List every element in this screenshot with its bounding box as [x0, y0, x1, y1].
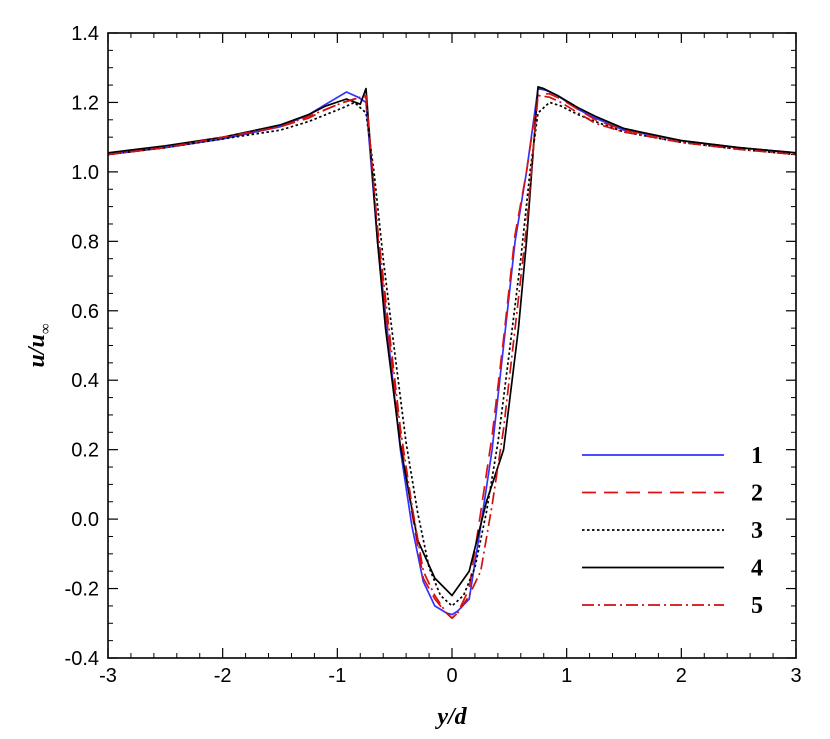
legend-label-2: 2	[751, 481, 763, 507]
series-lines	[108, 85, 796, 619]
legend-label-4: 4	[751, 556, 763, 582]
x-tick-label: -2	[214, 665, 232, 687]
x-tick-label: -1	[328, 665, 346, 687]
y-tick-label: 1.4	[71, 23, 99, 45]
y-tick-label: -0.4	[65, 648, 99, 670]
x-axis-label: y/d	[434, 704, 467, 730]
legend: 1 2 3 4 5	[582, 443, 763, 619]
y-axis-label: u/u∞	[24, 323, 54, 367]
x-tick-label: 1	[561, 665, 572, 687]
y-tick-label: 0.0	[71, 509, 99, 531]
y-tick-label: 0.8	[71, 231, 99, 253]
legend-label-3: 3	[751, 518, 763, 544]
series-4-line	[108, 85, 796, 597]
series-5-line	[108, 94, 796, 619]
y-tick-label: 0.2	[71, 440, 99, 462]
legend-label-5: 5	[751, 593, 763, 619]
axis-tick-labels: -3 -2 -1 0 1 2 3 -0.4 -0.2 0.0 0.2 0.4 0.6 0.8 1.0 1.2 1…	[65, 23, 802, 687]
y-axis-label-subscript: ∞	[38, 323, 54, 334]
y-axis-label-main: u/u	[24, 334, 50, 367]
x-tick-label: 3	[790, 665, 801, 687]
y-tick-label: 0.4	[71, 370, 99, 392]
y-tick-label: 1.0	[71, 162, 99, 184]
series-2-line	[108, 92, 796, 619]
series-1-line	[108, 87, 796, 616]
y-tick-label: 0.6	[71, 301, 99, 323]
plot-frame	[107, 32, 797, 659]
y-tick-label: 1.2	[71, 92, 99, 114]
legend-label-1: 1	[751, 443, 763, 469]
x-tick-label: -3	[99, 665, 117, 687]
x-tick-label: 0	[446, 665, 457, 687]
x-tick-label: 2	[676, 665, 687, 687]
y-tick-label: -0.2	[65, 579, 99, 601]
axis-ticks	[107, 32, 797, 659]
